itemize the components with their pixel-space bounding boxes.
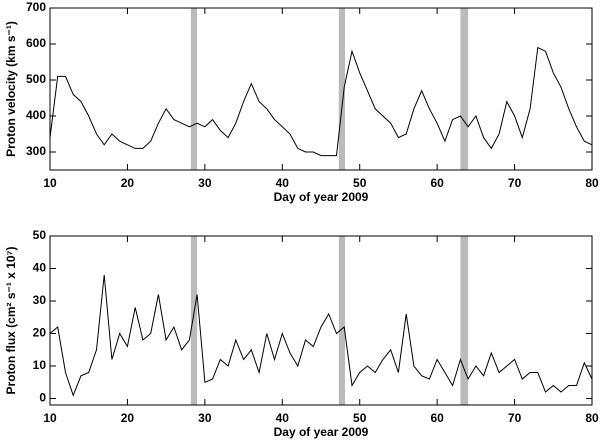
plot-frame — [49, 235, 593, 406]
x-tick-label: 60 — [430, 176, 444, 190]
x-tick-label: 20 — [121, 411, 135, 425]
plot-frame — [49, 7, 593, 171]
shaded-region — [460, 236, 469, 405]
x-tick-label: 50 — [353, 411, 367, 425]
data-line — [49, 46, 593, 157]
shaded-region — [460, 8, 469, 170]
x-tick-label: 80 — [585, 176, 599, 190]
shaded-region — [338, 236, 346, 405]
x-tick-label: 10 — [43, 411, 57, 425]
x-axis-label: Day of year 2009 — [274, 425, 369, 439]
y-tick-label: 700 — [26, 0, 46, 14]
data-line — [49, 274, 593, 397]
x-tick-label: 70 — [508, 176, 522, 190]
y-tick-label: 400 — [26, 108, 46, 122]
x-tick-label: 20 — [121, 176, 135, 190]
x-tick-label: 40 — [276, 176, 290, 190]
y-tick-label: 30 — [33, 293, 47, 307]
y-tick-label: 40 — [33, 261, 47, 275]
x-tick-label: 70 — [508, 411, 522, 425]
x-tick-label: 50 — [353, 176, 367, 190]
y-axis-label: Proton velocity (km s⁻¹) — [4, 21, 18, 157]
x-tick-label: 40 — [276, 411, 290, 425]
y-tick-label: 0 — [39, 391, 46, 405]
shaded-region — [190, 236, 198, 405]
y-tick-label: 20 — [33, 326, 47, 340]
x-tick-label: 60 — [430, 411, 444, 425]
y-tick-label: 300 — [26, 144, 46, 158]
shaded-region — [338, 8, 346, 170]
shaded-region — [190, 8, 198, 170]
y-axis-label: Proton flux (cm² s⁻¹ x 10⁷) — [4, 247, 18, 395]
x-tick-label: 80 — [585, 411, 599, 425]
y-tick-label: 500 — [26, 72, 46, 86]
y-tick-label: 50 — [33, 228, 47, 242]
x-tick-label: 30 — [198, 176, 212, 190]
x-tick-label: 30 — [198, 411, 212, 425]
x-axis-label: Day of year 2009 — [274, 190, 369, 204]
y-tick-label: 10 — [33, 358, 47, 372]
x-tick-label: 10 — [43, 176, 57, 190]
y-tick-label: 600 — [26, 36, 46, 50]
